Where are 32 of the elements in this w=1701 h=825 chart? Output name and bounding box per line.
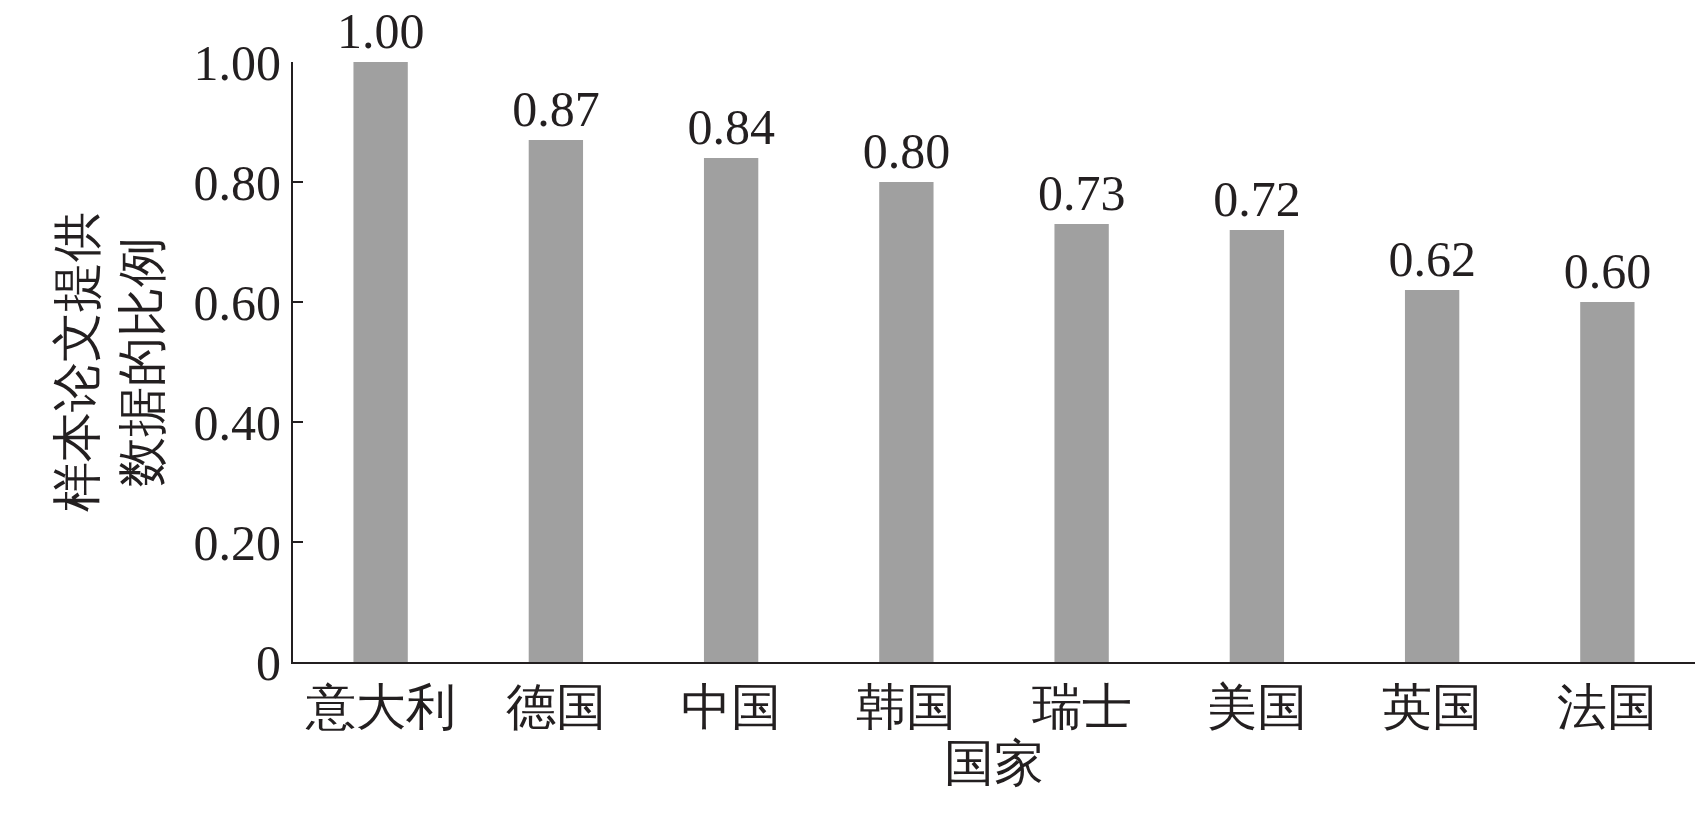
y-axis-title: 样本论文提供数据的比例 [49, 212, 170, 512]
bar [879, 182, 934, 662]
data-label: 0.80 [862, 123, 951, 179]
y-tick-label: 0.20 [193, 514, 281, 571]
bar [353, 62, 408, 662]
data-label: 0.60 [1563, 243, 1652, 299]
x-tick-label: 美国 [1206, 679, 1307, 735]
data-label: 0.72 [1213, 171, 1301, 227]
bar [1580, 302, 1635, 662]
bar [528, 140, 584, 662]
x-tick-label: 中国 [681, 679, 782, 735]
y-tick-label: 0.40 [193, 394, 281, 451]
x-axis-title: 国家 [944, 735, 1044, 791]
y-tick-label: 0 [256, 634, 281, 691]
bar [1054, 224, 1109, 662]
data-label: 0.84 [687, 99, 775, 155]
data-label: 1.00 [336, 3, 425, 59]
y-tick-label: 0.80 [193, 154, 281, 211]
data-label: 0.73 [1037, 165, 1126, 221]
x-tick-label: 法国 [1557, 679, 1658, 735]
bar [1404, 290, 1460, 662]
x-tick-label: 瑞士 [1031, 679, 1132, 735]
x-tick-label: 意大利 [304, 679, 456, 735]
data-label: 0.87 [512, 81, 600, 137]
x-tick-label: 韩国 [856, 679, 957, 735]
bar [703, 158, 759, 662]
y-tick-label: 1.00 [193, 34, 281, 91]
x-tick-label: 英国 [1382, 679, 1483, 735]
y-tick-label: 0.60 [193, 274, 281, 331]
bar [1229, 230, 1285, 662]
data-label: 0.62 [1388, 231, 1476, 287]
x-tick-label: 德国 [505, 679, 606, 735]
